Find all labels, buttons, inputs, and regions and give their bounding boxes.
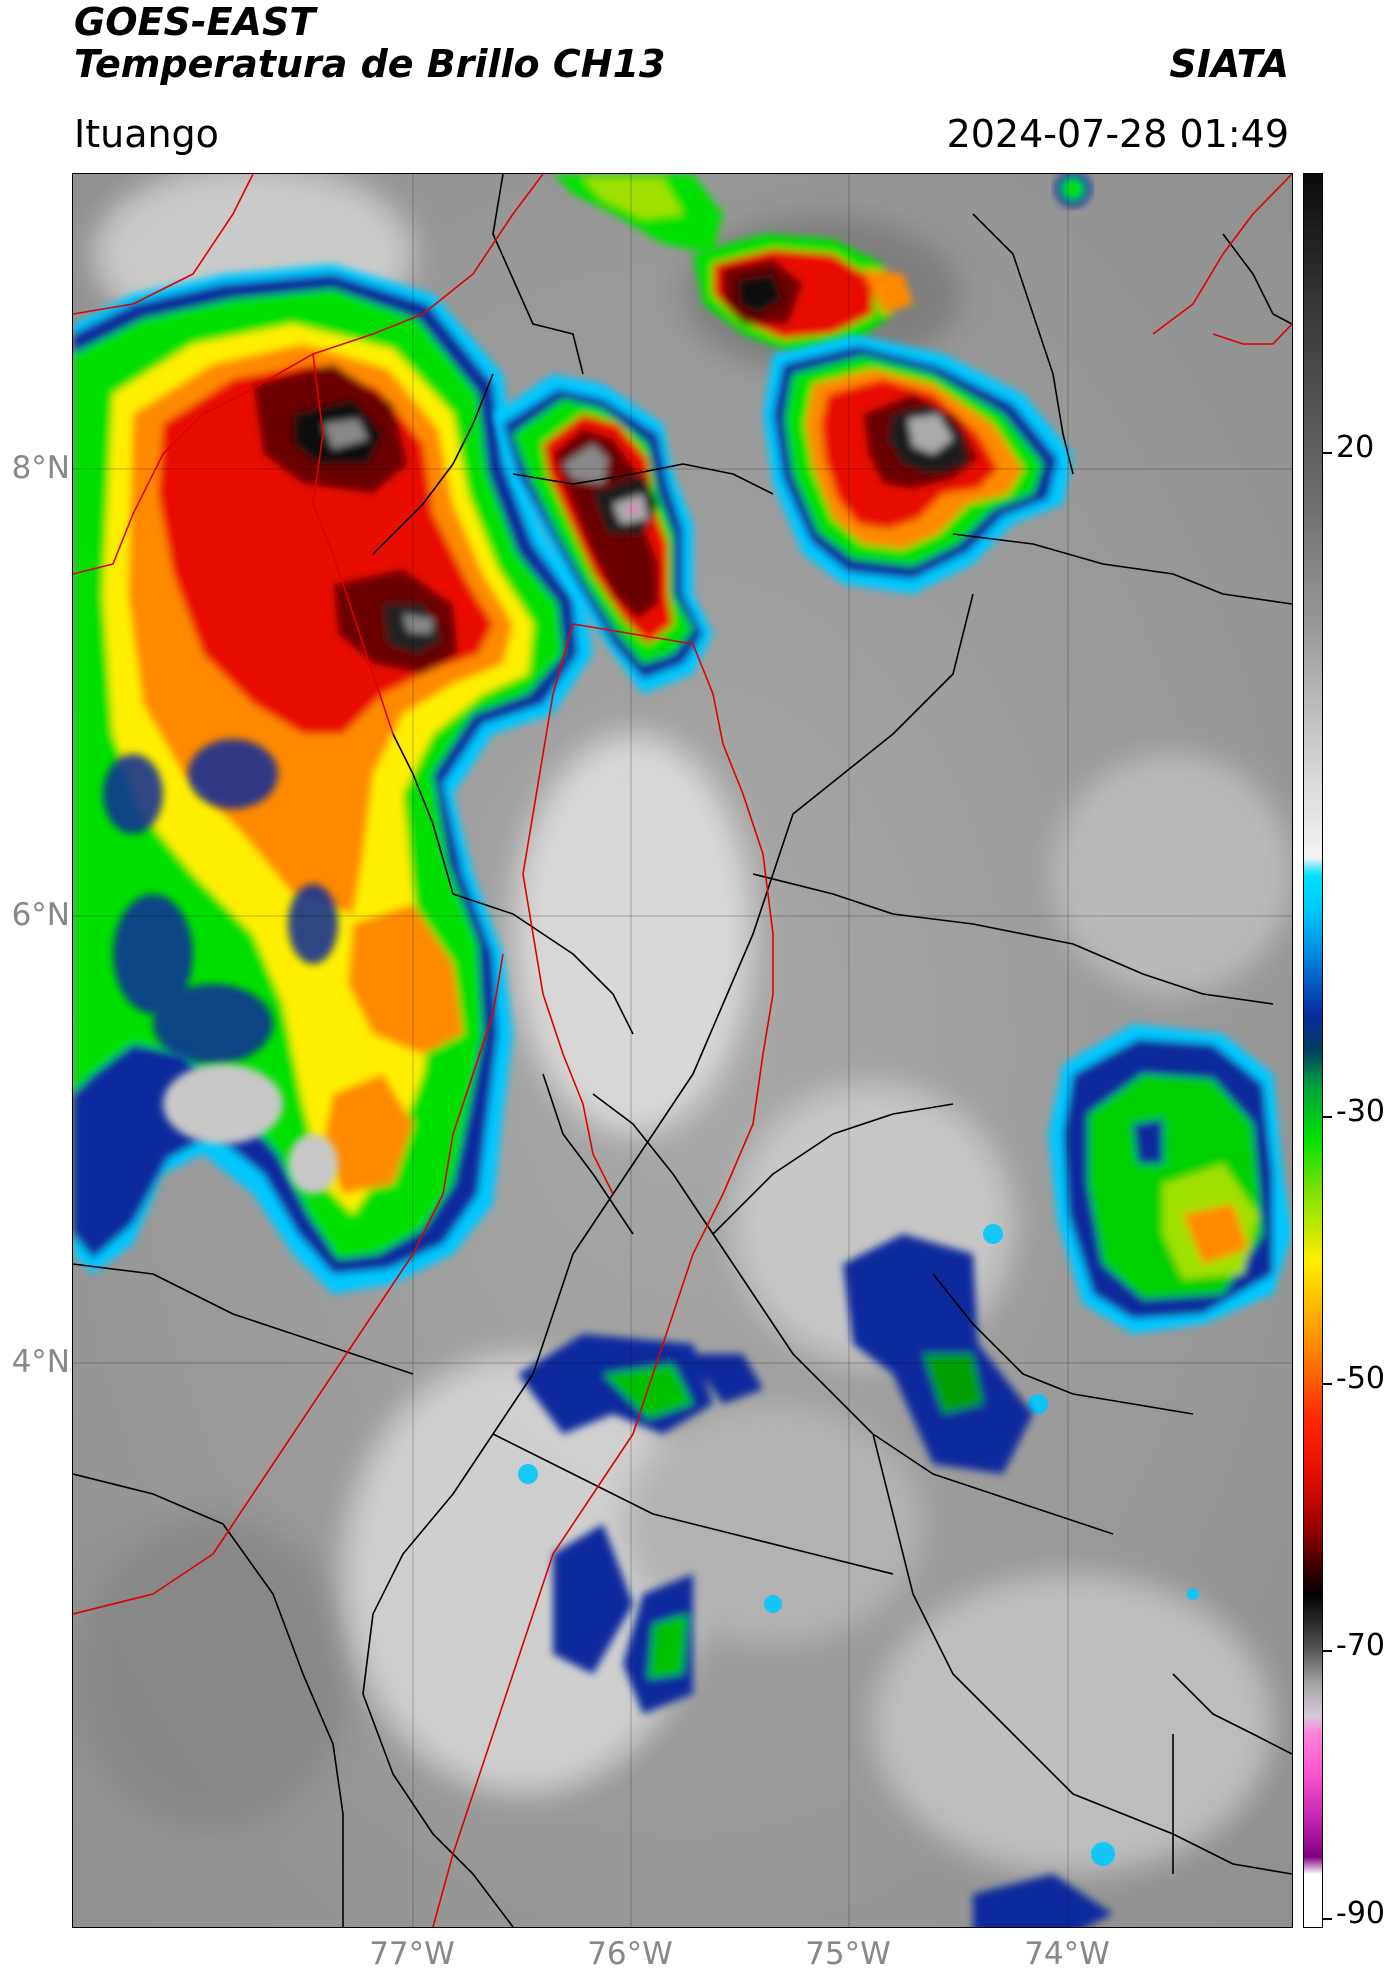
lat-label-8n: 8°N <box>11 450 70 486</box>
location-label: Ituango <box>74 112 219 156</box>
colorbar-label-minus50: -50 <box>1336 1361 1384 1396</box>
lat-label-4n: 4°N <box>11 1344 70 1380</box>
product-title: Temperatura de Brillo CH13 <box>74 42 666 86</box>
lat-label-6n: 6°N <box>11 897 70 933</box>
colorbar-label-20: 20 <box>1336 430 1375 465</box>
lon-label-77w: 77°W <box>369 1936 455 1972</box>
colorbar <box>1303 173 1323 1928</box>
colorbar-label-minus90: -90 <box>1336 1896 1384 1931</box>
lon-label-76w: 76°W <box>587 1936 673 1972</box>
timestamp-label: 2024-07-28 01:49 <box>946 112 1289 156</box>
lon-label-75w: 75°W <box>805 1936 891 1972</box>
colorbar-label-minus70: -70 <box>1336 1628 1384 1663</box>
satellite-imagery <box>73 174 1292 1927</box>
satellite-map <box>72 173 1293 1928</box>
colorbar-label-minus30: -30 <box>1336 1094 1384 1129</box>
organization-label: SIATA <box>1169 42 1289 86</box>
satellite-title: GOES-EAST <box>74 0 316 44</box>
lon-label-74w: 74°W <box>1024 1936 1110 1972</box>
